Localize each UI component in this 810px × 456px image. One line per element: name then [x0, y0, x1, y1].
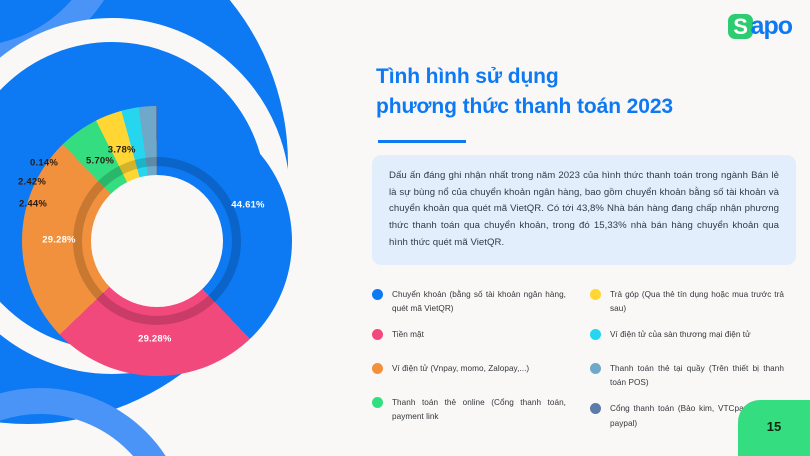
legend-item-label: Ví điện tử của sàn thương mại điện tử	[610, 330, 751, 340]
sapo-logo[interactable]: S apo	[727, 12, 793, 40]
page-title: Tình hình sử dụng phương thức thanh toán…	[376, 62, 776, 122]
slice-label-the-tai-quay: 2.42%	[18, 176, 46, 188]
slice-label-vi-dien-tu-san: 2.44%	[19, 198, 47, 210]
legend-column-right: Trả góp (Qua thẻ tín dụng hoặc mua trước…	[590, 288, 802, 443]
legend-item-label: Tiền mặt	[392, 330, 424, 340]
legend-item-label: Trả góp (Qua thẻ tín dụng hoặc mua trước…	[610, 290, 784, 314]
legend-column-left: Chuyển khoản (bằng số tài khoản ngân hàn…	[372, 288, 590, 443]
legend-item[interactable]: Ví điện tử của sàn thương mại điện tử	[590, 328, 802, 350]
legend-color-dot-icon	[590, 329, 601, 341]
legend-color-dot-icon	[372, 329, 383, 341]
page-number-badge: 15	[738, 400, 810, 456]
legend-item[interactable]: Tiền mặt	[372, 328, 590, 350]
slice-label-0: 44.61%	[231, 199, 265, 211]
slice-label-cong-thanh-toan: 0.14%	[30, 157, 58, 169]
legend-color-dot-icon	[590, 289, 601, 300]
page-title-line1: Tình hình sử dụng	[376, 65, 559, 88]
legend-color-dot-icon	[372, 363, 383, 375]
slice-label-4: 3.78%	[107, 144, 136, 156]
legend-item-label: Ví điện tử (Vnpay, momo, Zalopay,...)	[392, 364, 530, 374]
callout-text: Dấu ấn đáng ghi nhận nhất trong năm 2023…	[389, 170, 779, 248]
legend-item-label: Cổng thanh toán (Bảo kim, VTCpay, Onepay…	[610, 404, 784, 428]
slice-label-1: 29.28%	[138, 333, 172, 345]
legend-color-dot-icon	[372, 397, 383, 409]
deco-light-ring-bottom	[0, 388, 190, 456]
legend-item[interactable]: Thanh toán thẻ online (Cổng thanh toán, …	[372, 396, 590, 424]
legend-color-dot-icon	[590, 403, 601, 415]
legend-item[interactable]: Trả góp (Qua thẻ tín dụng hoặc mua trước…	[590, 288, 802, 316]
legend-color-dot-icon	[372, 289, 383, 300]
legend-item-label: Thanh toán thẻ online (Cổng thanh toán, …	[392, 398, 566, 422]
donut-chart: 44.61% 29.28% 29.28% 5.70% 3.78%	[22, 106, 292, 376]
legend-item-label: Chuyển khoản (bằng số tài khoản ngân hàn…	[392, 290, 566, 314]
deco-light-ring-top	[0, 0, 130, 72]
legend-item[interactable]: Chuyển khoản (bằng số tài khoản ngân hàn…	[372, 288, 590, 316]
legend-item[interactable]: Cổng thanh toán (Bảo kim, VTCpay, Onepay…	[590, 402, 802, 430]
legend-color-dot-icon	[590, 363, 601, 375]
callout-box: Dấu ấn đáng ghi nhận nhất trong năm 2023…	[372, 155, 796, 266]
legend-item-label: Thanh toán thẻ tại quầy (Trên thiết bị t…	[610, 364, 784, 388]
donut-hole	[91, 175, 223, 307]
legend-item[interactable]: Thanh toán thẻ tại quầy (Trên thiết bị t…	[590, 362, 802, 390]
chart-legend: Chuyển khoản (bằng số tài khoản ngân hàn…	[372, 288, 802, 443]
title-underline	[378, 140, 466, 143]
sapo-logo-text: apo	[750, 12, 793, 40]
slice-label-3: 5.70%	[86, 155, 114, 167]
legend-item[interactable]: Ví điện tử (Vnpay, momo, Zalopay,...)	[372, 362, 590, 384]
slice-label-2: 29.28%	[42, 234, 76, 245]
page-title-line2: phương thức thanh toán 2023	[376, 94, 673, 118]
sapo-logo-mark: S	[727, 14, 753, 39]
